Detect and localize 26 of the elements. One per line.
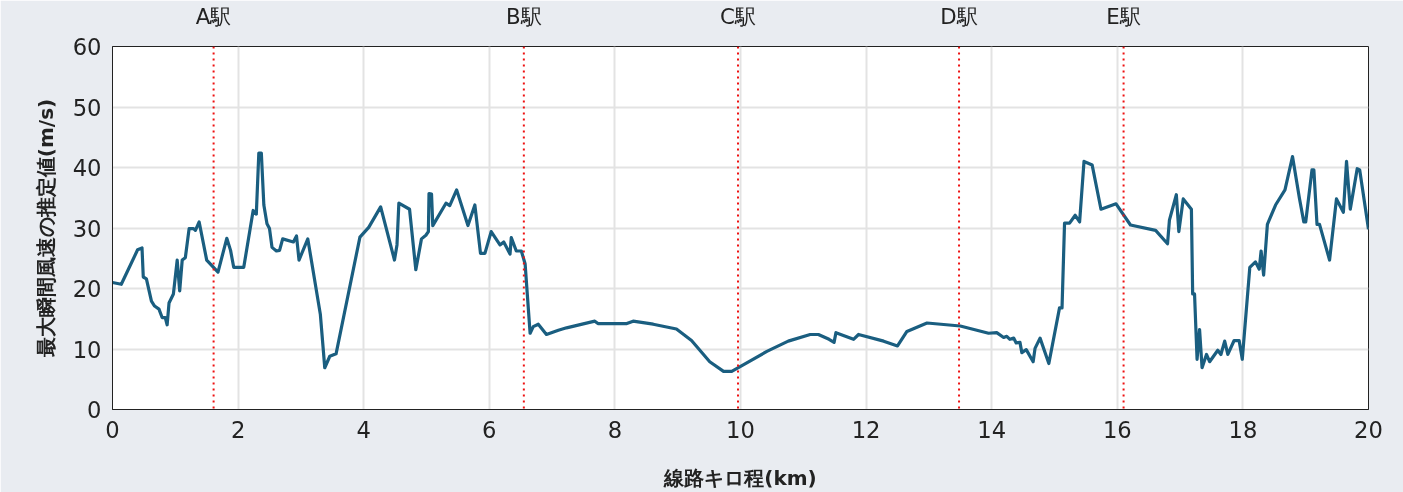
line-series [112, 151, 1369, 373]
y-tick-label: 40 [72, 155, 102, 181]
y-tick-label: 0 [87, 397, 102, 423]
x-tick-label: 6 [482, 416, 497, 443]
x-axis-title: 線路キロ程(km) [663, 465, 817, 490]
y-axis-title: 最大瞬間風速の推定値(m/s) [33, 98, 58, 359]
ref-line-label: A駅 [195, 3, 232, 29]
x-tick-label: 20 [1354, 416, 1383, 443]
x-tick-label: 18 [1228, 416, 1258, 443]
y-tick-label: 60 [72, 34, 102, 60]
x-tick-label: 0 [105, 416, 120, 443]
x-tick-label: 10 [726, 416, 755, 443]
x-tick-label: 16 [1102, 416, 1132, 443]
x-tick-label: 2 [230, 416, 246, 443]
y-tick-label: 30 [72, 215, 102, 242]
y-tick-label: 50 [72, 94, 102, 121]
y-tick-label: 10 [72, 336, 102, 363]
y-tick-label: 20 [72, 276, 102, 302]
x-tick-label: 4 [356, 416, 371, 443]
ref-line-label: D駅 [940, 3, 978, 29]
x-tick-label: 12 [851, 416, 881, 443]
x-tick-label: 14 [977, 416, 1007, 443]
x-tick-label: 8 [607, 416, 623, 443]
ref-line-label: C駅 [720, 3, 756, 29]
ref-line-label: E駅 [1106, 3, 1141, 29]
ref-line-label: B駅 [506, 3, 542, 29]
